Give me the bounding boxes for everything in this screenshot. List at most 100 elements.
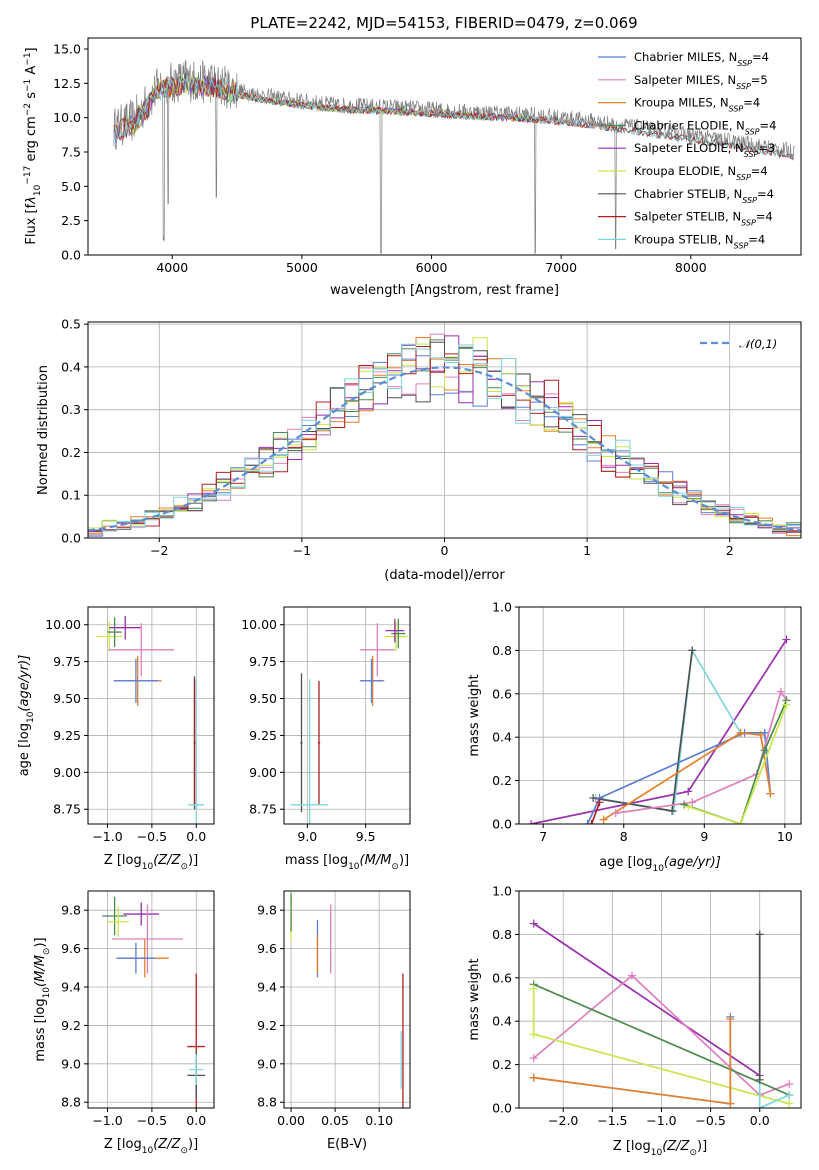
y-axis-label: mass weight	[467, 958, 482, 1040]
x-axis-label: Z [log10(Z/Z⊙)]	[613, 1139, 707, 1158]
x-tick-label: 0.0	[186, 1113, 206, 1128]
y-tick-label: 8.8	[257, 1095, 277, 1110]
x-tick-label: 6000	[416, 260, 448, 275]
weight-series	[595, 647, 765, 812]
y-tick-label: 1.0	[492, 600, 512, 615]
legend-label: Salpeter MILES, NSSP=5	[634, 73, 768, 91]
y-tick-label: 0.6	[492, 970, 512, 985]
weight-point	[726, 1015, 735, 1024]
weight-point	[760, 728, 769, 737]
y-axis-label: mass [log10(M/M⊙)]	[33, 937, 52, 1061]
x-tick-label: 9.0	[297, 829, 317, 844]
weight-point	[529, 984, 538, 993]
weight-point	[756, 731, 765, 740]
weight-series	[586, 732, 772, 824]
weight-series	[603, 732, 772, 821]
weight-point	[668, 806, 677, 815]
y-tick-label: 0.4	[492, 1014, 512, 1029]
y-tick-label: 0.2	[492, 773, 512, 788]
weight-point	[529, 1073, 538, 1082]
axes-frame	[283, 606, 411, 825]
legend-label: Salpeter ELODIE, NSSP=3	[634, 141, 775, 159]
x-axis-label: mass [log10(M/M⊙)]	[285, 853, 409, 872]
y-tick-label: 9.2	[61, 1018, 81, 1033]
y-tick-label: 0.2	[61, 445, 81, 460]
y-tick-label: 9.25	[249, 728, 277, 743]
model-spectrum-line	[113, 74, 795, 159]
x-tick-label: 1	[583, 543, 591, 558]
weight-lines	[527, 635, 791, 824]
axes-frame	[87, 37, 802, 256]
weight-point	[785, 1080, 794, 1089]
x-axis-label: (data-model)/error	[384, 568, 505, 583]
y-axis-label: mass weight	[467, 674, 482, 756]
axes-frame	[518, 890, 802, 1109]
x-tick-label: 10	[777, 829, 793, 844]
x-axis-label: Z [log10(Z/Z⊙)]	[104, 1137, 198, 1156]
weight-point	[587, 820, 596, 824]
weight-point	[611, 809, 620, 818]
y-tick-label: 0.6	[492, 686, 512, 701]
weight-point	[680, 800, 689, 809]
histogram-steps	[88, 333, 801, 538]
weight-series	[592, 650, 694, 812]
weight-point	[688, 798, 697, 807]
weight-point	[785, 1099, 794, 1108]
legend-label: Chabrier MILES, NSSP=4	[634, 50, 769, 68]
panel-spectrum: 4000 5000 6000 7000 8000 0.0 2.5 5.0 7.5 10.0 12.5…	[23, 37, 802, 298]
weight-point	[627, 971, 636, 980]
y-axis-label: Normed distribution	[36, 365, 51, 495]
weight-point	[760, 746, 769, 755]
y-tick-label: 0.4	[61, 359, 81, 374]
y-tick-label: 9.0	[61, 1056, 81, 1071]
y-tick-label: 0.8	[492, 927, 512, 942]
errorbars	[291, 618, 408, 824]
x-tick-label: −1.0	[92, 1113, 122, 1128]
y-tick-label: 10.00	[241, 617, 277, 632]
y-tick-label: 9.25	[53, 728, 81, 743]
x-axis-label: age [log10(age/yr)]	[599, 855, 721, 874]
y-tick-label: 10.00	[45, 617, 81, 632]
y-tick-label: 9.4	[61, 980, 81, 995]
x-tick-label: 5000	[286, 260, 318, 275]
panel-mass-weight-vs-age: 7 8 9 10 0.0 0.2 0.4 0.6 0.8 1.0 age [log10(age/yr…	[467, 600, 802, 874]
y-tick-label: 0.0	[61, 248, 81, 263]
panel-age-vs-Z: −1.0 −0.5 0.0 8.75 9.00 9.25 9.50 9.75 10.00 Z [l…	[17, 606, 215, 872]
figure-title: PLATE=2242, MJD=54153, FIBERID=0479, z=0…	[250, 14, 637, 32]
x-tick-label: −0.5	[137, 829, 167, 844]
x-axis-label: wavelength [Angstrom, rest frame]	[330, 283, 559, 298]
x-tick-label: −0.5	[695, 1113, 725, 1128]
weight-lines	[529, 919, 794, 1108]
y-tick-label: 9.00	[249, 765, 277, 780]
y-axis-label: age [log10(age/yr)]	[17, 655, 36, 777]
x-tick-label: −1.0	[92, 829, 122, 844]
x-tick-label: −1.5	[597, 1113, 627, 1128]
weight-series	[533, 974, 790, 1096]
axes-frame	[518, 606, 802, 825]
x-tick-label: 0.05	[321, 1113, 349, 1128]
y-tick-label: 9.75	[53, 654, 81, 669]
weight-point	[736, 728, 745, 737]
x-tick-label: −0.5	[137, 1113, 167, 1128]
y-tick-label: 15.0	[53, 41, 81, 56]
histogram-series	[88, 346, 801, 538]
axes-frame	[87, 321, 802, 539]
panel-mass-weight-vs-Z: −2.0 −1.5 −1.0 −0.5 0.0 0.0 0.2 0.4 0.6 0.8 1.0 Z […	[467, 884, 802, 1158]
y-tick-label: 8.8	[61, 1095, 81, 1110]
y-axis-label: Flux [fλ10−17 erg cm−2 s−1 A−1]	[23, 47, 43, 244]
x-tick-label: 8	[620, 829, 628, 844]
weight-point	[782, 700, 791, 709]
y-tick-label: 0.0	[492, 817, 512, 832]
x-tick-label: 0.0	[186, 829, 206, 844]
axes-frame	[87, 890, 215, 1109]
x-tick-label: 0.0	[750, 1113, 770, 1128]
legend-label: Kroupa MILES, NSSP=4	[634, 96, 760, 114]
weight-series	[530, 639, 788, 824]
legend-label: 𝒩(0,1)	[739, 337, 777, 351]
legend-label: Kroupa ELODIE, NSSP=4	[634, 164, 768, 182]
weight-point	[755, 1104, 764, 1108]
weight-point	[529, 919, 538, 928]
legend-label: Chabrier STELIB, NSSP=4	[634, 187, 774, 205]
y-tick-label: 9.50	[249, 691, 277, 706]
